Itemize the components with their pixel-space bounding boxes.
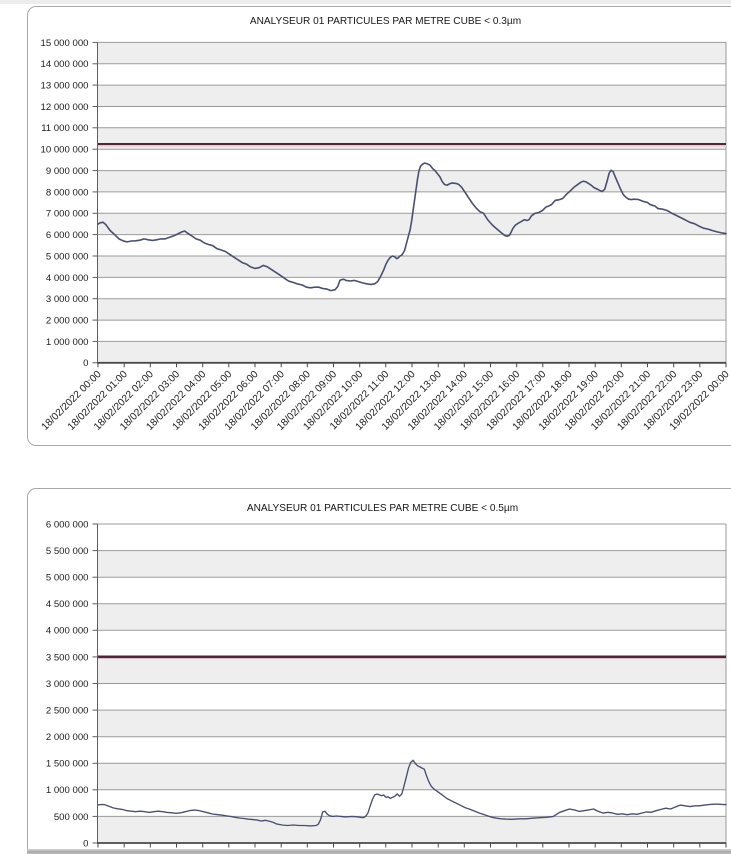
svg-text:5 000 000: 5 000 000 xyxy=(46,251,89,262)
svg-text:2 000 000: 2 000 000 xyxy=(46,732,89,743)
svg-text:12 000 000: 12 000 000 xyxy=(40,102,88,113)
svg-text:15 000 000: 15 000 000 xyxy=(40,38,88,49)
svg-text:4 000 000: 4 000 000 xyxy=(46,273,89,284)
svg-text:ANALYSEUR 01 PARTICULES PAR ME: ANALYSEUR 01 PARTICULES PAR METRE CUBE <… xyxy=(250,16,521,27)
svg-text:2 000 000: 2 000 000 xyxy=(46,316,89,327)
svg-text:5 000 000: 5 000 000 xyxy=(46,573,89,584)
svg-text:11 000 000: 11 000 000 xyxy=(41,123,88,134)
svg-text:1 000 000: 1 000 000 xyxy=(46,785,89,796)
svg-text:0: 0 xyxy=(83,358,88,369)
svg-text:1 000 000: 1 000 000 xyxy=(46,337,89,348)
svg-text:500 000: 500 000 xyxy=(54,812,89,823)
svg-text:13 000 000: 13 000 000 xyxy=(40,81,88,92)
svg-text:14 000 000: 14 000 000 xyxy=(40,59,88,70)
svg-text:4 500 000: 4 500 000 xyxy=(46,599,89,610)
svg-text:6 000 000: 6 000 000 xyxy=(46,230,89,241)
svg-text:1 500 000: 1 500 000 xyxy=(46,759,89,770)
svg-text:ANALYSEUR 01 PARTICULES PAR ME: ANALYSEUR 01 PARTICULES PAR METRE CUBE <… xyxy=(247,503,518,514)
svg-text:3 000 000: 3 000 000 xyxy=(46,294,89,305)
svg-text:2 500 000: 2 500 000 xyxy=(46,706,89,717)
svg-text:0: 0 xyxy=(83,838,88,849)
svg-text:10 000 000: 10 000 000 xyxy=(40,145,88,156)
svg-text:8 000 000: 8 000 000 xyxy=(46,187,89,198)
svg-text:3 500 000: 3 500 000 xyxy=(46,652,89,663)
svg-text:5 500 000: 5 500 000 xyxy=(46,546,89,557)
svg-text:4 000 000: 4 000 000 xyxy=(46,626,89,637)
svg-text:3 000 000: 3 000 000 xyxy=(46,679,89,690)
svg-text:9 000 000: 9 000 000 xyxy=(46,166,89,177)
svg-text:7 000 000: 7 000 000 xyxy=(46,209,89,220)
svg-text:6 000 000: 6 000 000 xyxy=(46,519,89,530)
